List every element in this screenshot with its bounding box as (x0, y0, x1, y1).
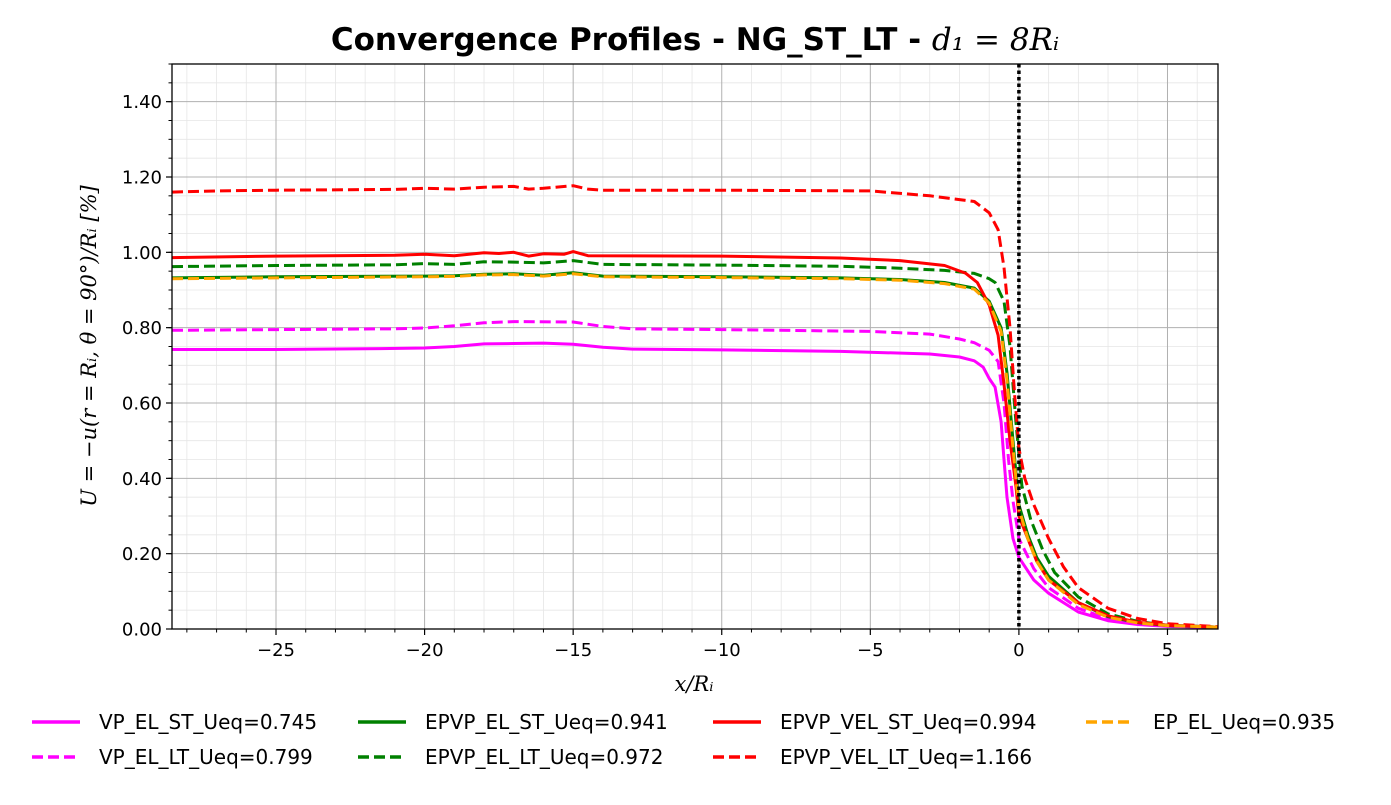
series-layer (171, 184, 1219, 629)
x-axis-label: x/Rᵢ (675, 672, 714, 696)
legend-label-6: EPVP_VEL_LT_Ueq=1.166 (780, 745, 1032, 769)
y-tick-label: 0.20 (122, 544, 162, 565)
y-axis-label: U = −u(r = Rᵢ, θ = 90°)/Rᵢ [%] (77, 184, 101, 506)
series-line-6 (171, 184, 1219, 629)
series-line-5 (171, 250, 1219, 629)
y-tick-label: 0.00 (122, 620, 162, 641)
legend: VP_EL_ST_Ueq=0.745 VP_EL_LT_Ueq=0.799 EPVP… (32, 710, 1335, 769)
series-line-1 (172, 341, 1219, 629)
x-tick-label: −10 (703, 640, 741, 661)
legend-label-7: EP_EL_Ueq=0.935 (1153, 710, 1335, 734)
series-line-2 (171, 320, 1219, 629)
chart-title-math: d₁ = 8Rᵢ (932, 22, 1059, 58)
y-tick-label: 0.80 (122, 318, 162, 339)
legend-label-2: VP_EL_LT_Ueq=0.799 (99, 745, 313, 769)
ticks-layer: −25 −20 −15 −10 −5 0 5 0.00 0.20 0.40 0.60 0.80 1.00… (122, 63, 1198, 661)
x-tick-label: 0 (1013, 640, 1024, 661)
minor-grid (172, 63, 1218, 629)
series-line-3 (171, 271, 1219, 629)
y-tick-label: 0.60 (122, 394, 162, 415)
legend-label-3: EPVP_EL_ST_Ueq=0.941 (425, 710, 668, 734)
y-tick-label: 1.40 (122, 92, 162, 113)
x-tick-label: 5 (1162, 640, 1173, 661)
x-tick-label: −15 (554, 640, 592, 661)
chart-title-text: Convergence Profiles - NG_ST_LT - (331, 22, 932, 58)
x-tick-label: −20 (406, 640, 444, 661)
x-tick-label: −25 (257, 640, 295, 661)
series-line-4 (171, 259, 1219, 629)
x-tick-label: −5 (857, 640, 884, 661)
y-tick-label: 1.00 (122, 243, 162, 264)
legend-label-1: VP_EL_ST_Ueq=0.745 (99, 710, 317, 734)
series-line-7 (171, 272, 1219, 629)
legend-label-5: EPVP_VEL_ST_Ueq=0.994 (780, 710, 1036, 734)
legend-label-4: EPVP_EL_LT_Ueq=0.972 (425, 745, 663, 769)
chart-title: Convergence Profiles - NG_ST_LT - d₁ = 8… (331, 22, 1059, 58)
y-tick-label: 0.40 (122, 469, 162, 490)
y-tick-label: 1.20 (122, 168, 162, 189)
